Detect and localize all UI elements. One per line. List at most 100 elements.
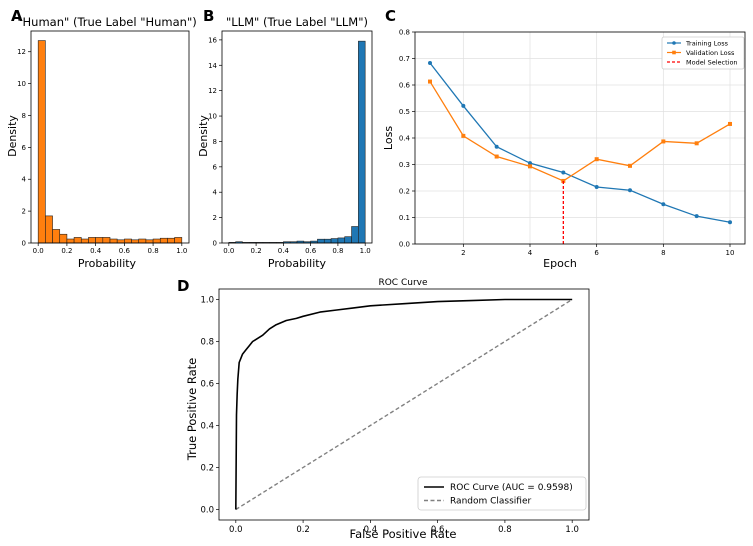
panel-a-plot-area: 0.0 0.2 0.4 0.6 0.8 1.0 0 2 4 6 8 10 12 bbox=[17, 30, 190, 255]
histogram-bar bbox=[116, 239, 125, 244]
panel-b-xlabel: Probability bbox=[268, 257, 327, 270]
data-point-validation-loss bbox=[561, 178, 566, 183]
y-tick-label: 6 bbox=[213, 163, 218, 171]
histogram-bar bbox=[45, 215, 53, 244]
series-line-validation-loss bbox=[429, 81, 731, 182]
x-tick-label: 1.0 bbox=[176, 247, 187, 255]
y-tick-label: 10 bbox=[17, 80, 26, 88]
y-tick-label: 1.0 bbox=[200, 296, 214, 306]
histogram-bar bbox=[52, 229, 61, 244]
legend-label-roc-curve: ROC Curve (AUC = 0.9598) bbox=[450, 483, 573, 493]
histogram-bar bbox=[131, 239, 140, 244]
x-tick-label: 8 bbox=[661, 249, 665, 257]
x-tick-label: 0.2 bbox=[61, 247, 72, 255]
panel-d-plot-area: 0.0 0.2 0.4 0.6 0.8 1.0 0.0 0.2 0.4 0.6 0.8 1.0 bbox=[200, 288, 590, 535]
histogram-bar bbox=[337, 237, 346, 244]
y-tick-label: 4 bbox=[213, 189, 218, 197]
panel-c-legend: Training Loss Validation Loss Model Sele… bbox=[661, 36, 745, 70]
y-tick-label: 0.0 bbox=[399, 241, 410, 249]
y-tick-label: 0.4 bbox=[200, 422, 214, 432]
x-tick-label: 0.6 bbox=[305, 247, 317, 255]
y-tick-label: 16 bbox=[208, 36, 217, 44]
x-tick-label: 2 bbox=[461, 249, 465, 257]
panel-d-xlabel: False Positive Rate bbox=[350, 527, 457, 541]
panel-d-ylabel: True Positive Rate bbox=[185, 358, 199, 461]
panel-d-roc-curve: D ROC Curve 0.0 0.2 0.4 0.6 0.8 1.00.00.20.40… bbox=[177, 277, 590, 541]
data-point-training-loss bbox=[528, 161, 532, 166]
histogram-bar bbox=[152, 238, 161, 244]
y-tick-label: 0.7 bbox=[399, 55, 410, 63]
data-point-training-loss bbox=[494, 144, 499, 149]
panel-c-loss-curves: C 2 4 6 8 10 0.0 0.1 0.2 0.3 0.4 0.5 0.6 0.7 0.8 Epoc… bbox=[382, 7, 746, 270]
panel-a-title: "Human" (True Label "Human") bbox=[17, 15, 197, 29]
x-tick-label: 4 bbox=[528, 249, 533, 257]
histogram-bar bbox=[95, 237, 104, 244]
x-tick-label: 0.0 bbox=[33, 247, 44, 255]
x-tick-label: 0.8 bbox=[332, 247, 343, 255]
histogram-bar bbox=[59, 233, 68, 244]
legend-marker-validation-loss bbox=[672, 50, 676, 55]
x-tick-label: 0.8 bbox=[498, 525, 512, 535]
panel-c-plot-area: 2 4 6 8 10 0.0 0.1 0.2 0.3 0.4 0.5 0.6 0.7 0.8 bbox=[399, 29, 746, 257]
panel-letter-b: B bbox=[203, 7, 214, 25]
panel-c-xlabel: Epoch bbox=[543, 257, 577, 270]
data-point-training-loss bbox=[661, 202, 666, 207]
data-point-validation-loss bbox=[461, 133, 466, 138]
panel-b-histogram-llm: B "LLM" (True Label "LLM") 0.0 0.2 0.4 0.6 0… bbox=[197, 7, 373, 270]
axes-frame bbox=[30, 30, 190, 244]
histogram-bar bbox=[138, 238, 147, 244]
y-tick-label: 0.2 bbox=[399, 188, 410, 196]
y-tick-label: 8 bbox=[22, 112, 26, 120]
histogram-bar bbox=[109, 238, 118, 244]
y-tick-label: 0.5 bbox=[399, 108, 410, 116]
y-tick-label: 0.0 bbox=[200, 506, 214, 516]
panel-letter-c: C bbox=[385, 7, 396, 25]
data-point-validation-loss bbox=[528, 164, 532, 169]
y-tick-label: 0.4 bbox=[399, 135, 411, 143]
y-tick-label: 4 bbox=[22, 176, 27, 184]
histogram-bar bbox=[344, 236, 352, 244]
histogram-bar bbox=[358, 40, 366, 244]
x-tick-label: 0.2 bbox=[251, 247, 262, 255]
y-tick-label: 14 bbox=[208, 62, 217, 70]
histogram-bar bbox=[323, 238, 332, 244]
y-tick-label: 8 bbox=[213, 138, 217, 146]
panel-d-legend: ROC Curve (AUC = 0.9598) Random Classifi… bbox=[417, 476, 587, 511]
axes-frame bbox=[221, 30, 373, 244]
x-tick-label: 1.0 bbox=[565, 525, 579, 535]
histogram-bar bbox=[124, 238, 132, 244]
legend-box bbox=[661, 36, 745, 70]
y-tick-label: 0.8 bbox=[399, 29, 410, 37]
panel-c-ylabel: Loss bbox=[382, 126, 395, 150]
x-tick-label: 0.2 bbox=[296, 525, 310, 535]
data-point-validation-loss bbox=[494, 154, 499, 159]
y-tick-label: 0 bbox=[213, 240, 217, 248]
panel-letter-d: D bbox=[177, 277, 189, 295]
series-line-training-loss bbox=[429, 62, 731, 223]
data-point-training-loss bbox=[561, 170, 566, 175]
data-point-validation-loss bbox=[694, 141, 699, 146]
x-tick-label: 10 bbox=[726, 249, 735, 257]
histogram-bar bbox=[159, 237, 168, 244]
data-point-training-loss bbox=[694, 214, 699, 219]
y-tick-label: 0.6 bbox=[399, 82, 411, 90]
y-tick-label: 12 bbox=[17, 48, 26, 56]
histogram-bar bbox=[145, 239, 154, 244]
x-tick-label: 0.0 bbox=[223, 247, 234, 255]
y-tick-label: 0 bbox=[22, 240, 26, 248]
roc-curve-line bbox=[235, 298, 573, 510]
legend-label-model-selection: Model Selection bbox=[686, 59, 738, 67]
panel-d-title: ROC Curve bbox=[378, 278, 427, 288]
x-tick-label: 6 bbox=[594, 249, 599, 257]
data-point-validation-loss bbox=[728, 121, 732, 126]
y-tick-label: 0.3 bbox=[399, 161, 410, 169]
y-tick-label: 6 bbox=[22, 144, 27, 152]
data-point-training-loss bbox=[594, 185, 599, 190]
legend-label-random-classifier: Random Classifier bbox=[450, 497, 532, 507]
y-tick-label: 10 bbox=[208, 113, 217, 121]
data-point-validation-loss bbox=[661, 139, 666, 144]
x-tick-label: 0.6 bbox=[119, 247, 131, 255]
legend-label-validation-loss: Validation Loss bbox=[686, 49, 735, 57]
legend-marker-training-loss bbox=[672, 41, 676, 45]
x-tick-label: 0.4 bbox=[364, 525, 378, 535]
